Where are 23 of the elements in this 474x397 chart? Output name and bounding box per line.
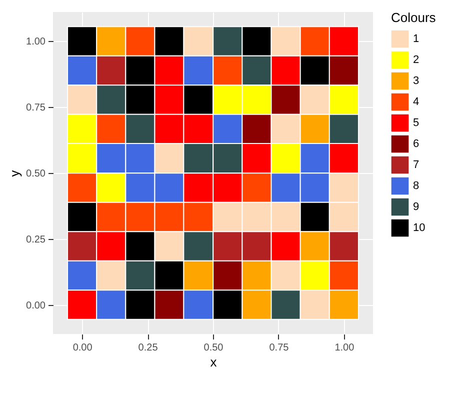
x-tick-label: 0.25 bbox=[138, 342, 158, 354]
y-tick-label: 1.00 bbox=[26, 36, 46, 48]
color-bar-label: 2 bbox=[413, 54, 420, 66]
color-bar-label: 7 bbox=[413, 159, 420, 171]
x-tick-label: 0.50 bbox=[204, 342, 224, 354]
color-bar-label: 5 bbox=[413, 117, 420, 129]
color-bar-label: 8 bbox=[413, 180, 420, 192]
color-bar-label: 1 bbox=[413, 33, 420, 45]
color-bar-label: 10 bbox=[413, 222, 426, 234]
y-tick-label: 0.50 bbox=[26, 168, 46, 180]
color-bar-label: 6 bbox=[413, 138, 420, 150]
y-tick-label: 0.00 bbox=[26, 300, 46, 312]
x-tick-label: 0.75 bbox=[269, 342, 290, 354]
x-tick-label: 1.00 bbox=[334, 342, 355, 354]
legend-title: Colours bbox=[391, 10, 436, 25]
color-bar-label: 3 bbox=[413, 75, 420, 87]
color-bar-label: 4 bbox=[413, 96, 420, 108]
y-tick-label: 0.75 bbox=[26, 102, 46, 114]
x-tick-label: 0.00 bbox=[72, 342, 93, 354]
x-axis-title: x bbox=[210, 354, 218, 370]
color-bar-label: 9 bbox=[413, 201, 420, 213]
y-tick-label: 0.25 bbox=[26, 234, 46, 246]
y-axis-title: y bbox=[7, 170, 22, 177]
